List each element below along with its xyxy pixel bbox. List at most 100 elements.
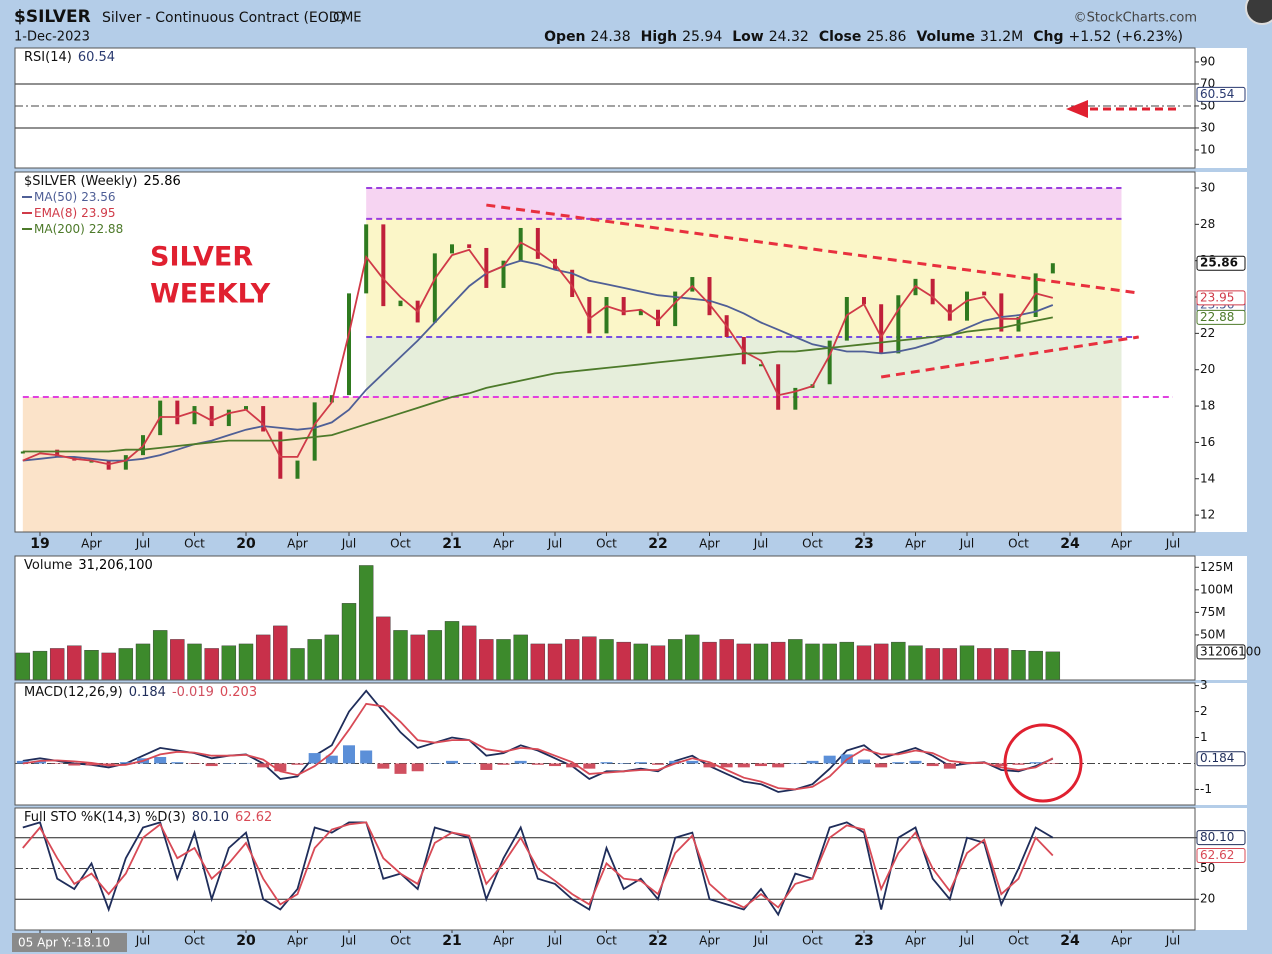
histogram-bar	[360, 750, 373, 764]
volume-bar	[444, 621, 460, 680]
x-tick-label: Apr	[493, 934, 514, 948]
y-tick-label: 18	[1200, 399, 1215, 413]
histogram-bar	[1046, 763, 1059, 764]
histogram-bar	[274, 763, 287, 772]
x-tick-label: Apr	[905, 537, 926, 551]
volume-bar	[67, 645, 82, 680]
x-tick-label: Jul	[547, 934, 562, 948]
x-tick-label: Oct	[1008, 537, 1029, 551]
panel-title-text: RSI(14)	[24, 50, 72, 65]
histogram-bar	[737, 763, 750, 768]
x-tick-label: Oct	[184, 934, 205, 948]
histogram-bar	[291, 763, 304, 765]
axis-tag-box	[1196, 86, 1246, 102]
tooltip: 05 Apr Y:-18.10	[18, 936, 110, 950]
histogram-bar	[428, 763, 441, 764]
x-tick-label: Jul	[341, 537, 356, 551]
x-tick-label: Jul	[135, 934, 150, 948]
volume-bar	[856, 645, 872, 680]
panel	[15, 821, 1195, 917]
histogram-bar	[995, 763, 1008, 767]
axis-tag: 0.184	[1200, 751, 1234, 765]
legend-value: 62.62	[235, 810, 272, 825]
symbol: $SILVER	[14, 7, 91, 27]
x-tick-label: Jul	[959, 537, 974, 551]
y-tick-label: 50	[1200, 861, 1215, 875]
close-button[interactable]	[1245, 0, 1272, 25]
volume-bar	[805, 643, 820, 680]
panel-frame	[14, 47, 1196, 169]
legend-name: MA(50)	[34, 190, 77, 204]
histogram-bar	[823, 755, 836, 764]
histogram-bar	[600, 762, 613, 764]
panel-bg	[15, 48, 1195, 168]
x-tick-label: Jul	[135, 537, 150, 551]
zone	[366, 187, 1122, 219]
x-tick-label: 20	[236, 536, 256, 552]
volume-bar	[685, 634, 700, 680]
histogram-bar	[1012, 763, 1025, 765]
volume-bar	[324, 634, 340, 680]
legend-value: 0.184	[129, 685, 166, 700]
histogram-bar	[858, 759, 870, 764]
x-tick-label: Oct	[596, 934, 617, 948]
x-tick-label: 22	[648, 536, 667, 552]
x-tick-label: Apr	[699, 934, 720, 948]
histogram-bar	[343, 745, 355, 764]
volume-bar	[788, 639, 803, 680]
histogram-bar	[772, 763, 785, 768]
legend-entry: MA(200) 22.88	[34, 222, 123, 236]
volume-bar	[908, 645, 923, 680]
y-tick-label: 50M	[1200, 627, 1226, 641]
x-tick-label: 22	[648, 933, 667, 949]
arrow-head	[1066, 100, 1088, 118]
y-tick-label: 16	[1200, 435, 1215, 449]
x-tick-label: Apr	[493, 537, 514, 551]
volume-bar	[135, 643, 151, 680]
axis-tag-box	[1196, 309, 1246, 325]
volume-bar	[273, 625, 288, 680]
quote-label: Close	[819, 29, 862, 45]
volume-bar	[221, 645, 237, 680]
y-tick-label: 30	[1200, 180, 1215, 194]
panel-title-text: Full STO %K(14,3) %D(3)	[24, 810, 186, 825]
x-tick-label: Apr	[905, 934, 926, 948]
histogram-bar	[720, 763, 733, 768]
volume-bar	[530, 643, 546, 680]
quote-label: Low	[732, 29, 764, 45]
x-tick-label: Oct	[1008, 934, 1029, 948]
series-line	[22, 316, 1053, 453]
y-tick-label: 20	[1200, 892, 1215, 906]
histogram-bar	[394, 763, 407, 774]
histogram-bar	[85, 763, 98, 766]
histogram-bar	[68, 763, 81, 766]
histogram-bar	[497, 763, 510, 765]
volume-bar	[255, 634, 271, 680]
quote-value: 24.38	[591, 29, 631, 45]
series-line	[22, 241, 1054, 466]
overlay: 05 Apr Y:-18.10	[12, 100, 1176, 952]
histogram-bar	[154, 756, 167, 764]
panel-frame	[14, 171, 1196, 533]
histogram-bar	[325, 755, 338, 764]
y-tick-label: 28	[1200, 217, 1215, 231]
x-tick-label: 21	[442, 933, 461, 949]
source: ©StockCharts.com	[1074, 11, 1197, 26]
y-tick-label: 2	[1200, 704, 1208, 718]
volume-bar	[290, 648, 305, 680]
histogram-bar	[119, 762, 132, 764]
legend-value: 22.88	[89, 222, 123, 236]
quote-label: Volume	[916, 29, 975, 45]
volume-bar	[15, 652, 31, 680]
x-tick-label: Jul	[753, 537, 768, 551]
axis-bg	[1195, 172, 1247, 532]
x-tick-label: Apr	[287, 537, 308, 551]
volume-bar	[582, 636, 597, 680]
panel-title: Full STO %K(14,3) %D(3) 80.10 62.62	[24, 810, 272, 825]
volume-bar	[1011, 650, 1026, 680]
volume-bar	[101, 652, 116, 680]
histogram-bar	[446, 760, 458, 764]
volume-bar	[753, 643, 769, 680]
legend-name: MA(200)	[34, 222, 85, 236]
histogram-bar	[755, 763, 767, 767]
